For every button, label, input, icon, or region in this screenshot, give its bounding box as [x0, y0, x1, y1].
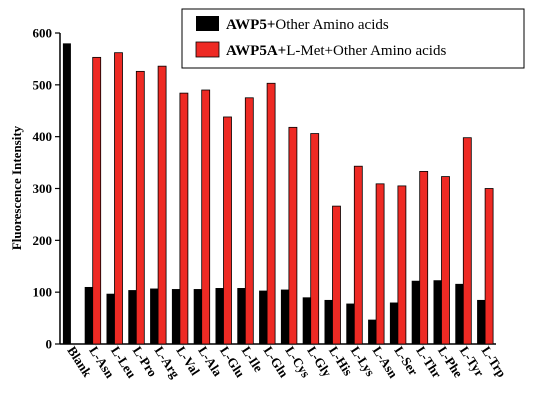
bar-awp5a: [223, 116, 232, 345]
legend-label-awp5a-rest: L-Met+Other Amino acids: [286, 43, 446, 59]
bar-awp5a: [157, 65, 167, 345]
bar-awp5: [433, 280, 442, 344]
bar-awp5: [302, 297, 311, 344]
bar-awp5a: [419, 170, 429, 345]
bar-awp5: [106, 293, 115, 344]
x-tick-label: L-Trp: [479, 343, 510, 379]
y-tick-label: 200: [33, 233, 53, 248]
bar-awp5: [259, 290, 268, 344]
bar-awp5a: [244, 97, 254, 345]
bar-awp5: [368, 319, 377, 344]
legend-swatch-awp5: [196, 16, 219, 31]
bar-awp5a: [135, 70, 145, 345]
y-tick-label: 500: [33, 77, 53, 92]
legend-box: [181, 8, 525, 69]
bar-awp5a: [288, 126, 298, 345]
bar-awp5a: [114, 52, 123, 345]
legend-label-awp5a: AWP5A+L-Met+Other Amino acids: [226, 43, 446, 59]
bar-awp5: [411, 280, 420, 344]
bar-awp5a: [201, 89, 211, 345]
bar-awp5: [346, 303, 355, 344]
bar-awp5: [128, 290, 137, 344]
legend-label-awp5: AWP5+Other Amino acids: [226, 17, 389, 33]
bar-awp5a: [462, 137, 472, 345]
bar-awp5: [193, 289, 202, 344]
bar-awp5: [62, 43, 71, 344]
bar-awp5: [280, 289, 289, 344]
bar-awp5a: [397, 185, 407, 345]
bar-awp5a: [266, 82, 276, 345]
bar-awp5: [389, 302, 398, 344]
bar-awp5: [477, 299, 486, 344]
bar-awp5: [150, 288, 159, 344]
legend-label-awp5-rest: Other Amino acids: [275, 17, 388, 33]
bar-awp5: [215, 288, 224, 344]
legend-label-awp5a-bold: AWP5A+: [226, 43, 286, 59]
y-tick-label: 400: [33, 129, 53, 144]
bar-awp5a: [92, 56, 102, 345]
bar-awp5: [171, 289, 180, 344]
y-tick-label: 600: [33, 26, 53, 41]
bar-awp5: [324, 299, 333, 344]
y-tick-label: 0: [46, 337, 53, 352]
bar-awp5a: [484, 188, 494, 345]
bar-awp5a: [179, 92, 189, 345]
bar-awp5: [237, 288, 246, 344]
y-tick-label: 300: [33, 181, 53, 196]
bar-awp5a: [310, 133, 320, 345]
bar-awp5: [84, 286, 93, 344]
legend-label-awp5-bold: AWP5+: [226, 17, 275, 33]
bars: [62, 43, 494, 345]
legend: AWP5+Other Amino acids AWP5A+L-Met+Other…: [181, 8, 525, 69]
bar-awp5: [455, 283, 464, 344]
bar-awp5a: [353, 165, 363, 345]
bar-awp5a: [332, 205, 341, 345]
bar-awp5a: [375, 183, 385, 345]
legend-swatch-awp5a: [195, 41, 220, 58]
bar-awp5a: [441, 176, 450, 345]
y-axis-label: Fluorescence Intensity: [9, 125, 24, 250]
y-tick-label: 100: [33, 285, 53, 300]
